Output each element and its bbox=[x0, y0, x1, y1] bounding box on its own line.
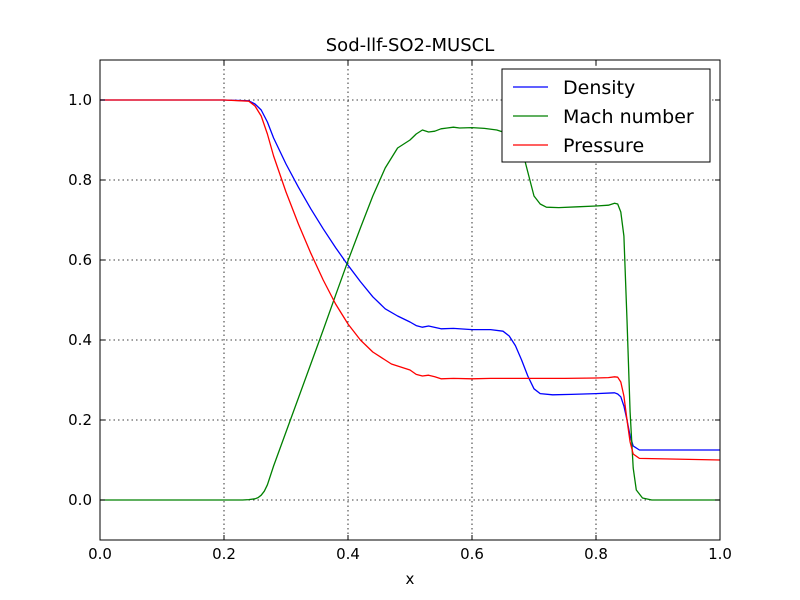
x-tick-label: 0.4 bbox=[336, 545, 360, 563]
x-axis-label: x bbox=[406, 570, 415, 588]
series-line-mach-number bbox=[100, 126, 720, 501]
y-tick-label: 1.0 bbox=[68, 91, 92, 109]
legend-label-density: Density bbox=[563, 77, 635, 99]
y-tick-label: 0.4 bbox=[68, 331, 92, 349]
x-tick-label: 0.0 bbox=[88, 545, 112, 563]
grid-lines bbox=[100, 60, 720, 540]
y-tick-label: 0.0 bbox=[68, 491, 92, 509]
y-tick-label: 0.8 bbox=[68, 171, 92, 189]
series-line-pressure bbox=[100, 99, 721, 461]
legend: Density Mach number Pressure bbox=[501, 68, 711, 163]
x-tick-label: 0.2 bbox=[212, 545, 236, 563]
y-tick-label: 0.2 bbox=[68, 411, 92, 429]
x-tick-label: 1.0 bbox=[708, 545, 732, 563]
legend-label-pressure: Pressure bbox=[563, 135, 644, 157]
x-tick-label: 0.8 bbox=[584, 545, 608, 563]
x-tick-label: 0.6 bbox=[460, 545, 484, 563]
plot-series bbox=[100, 99, 721, 501]
series-line-density bbox=[100, 99, 720, 451]
legend-label-mach-number: Mach number bbox=[563, 106, 694, 128]
y-tick-label: 0.6 bbox=[68, 251, 92, 269]
axis-ticks: 0.0 0.2 0.4 0.6 0.8 1.0 0.0 0.2 0.4 0.6 0.8 1.0 bbox=[68, 60, 732, 563]
plot-frame bbox=[99, 59, 721, 541]
chart-title: Sod-llf-SO2-MUSCL bbox=[326, 35, 494, 56]
